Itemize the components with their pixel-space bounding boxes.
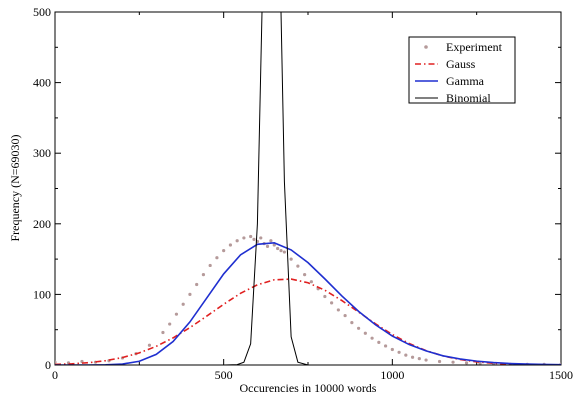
data-point <box>201 273 206 277</box>
legend-label: Gauss <box>446 57 476 71</box>
y-axis-title: Frequency (N=69030) <box>8 134 22 241</box>
data-point <box>228 243 233 247</box>
y-tick-label: 100 <box>33 287 51 301</box>
data-point <box>161 330 165 335</box>
series-line <box>55 242 561 365</box>
x-tick-label: 1000 <box>380 368 404 382</box>
data-point <box>350 321 354 325</box>
data-point <box>289 257 293 261</box>
data-point <box>330 301 334 305</box>
data-point <box>357 326 361 330</box>
y-tick-label: 0 <box>45 358 51 372</box>
data-point <box>424 358 428 362</box>
y-tick-label: 400 <box>33 76 51 90</box>
data-point <box>174 312 179 316</box>
legend-items: Experiment Gauss Gamma Binomial <box>415 40 503 105</box>
data-point <box>279 249 283 253</box>
data-point <box>265 244 270 248</box>
data-point <box>336 308 340 312</box>
x-tick-label: 500 <box>215 368 233 382</box>
data-point <box>303 273 307 277</box>
data-point <box>451 360 455 364</box>
series-layer <box>55 12 561 365</box>
data-point <box>276 246 280 251</box>
data-point <box>309 280 313 284</box>
data-point <box>296 264 300 268</box>
data-point <box>343 313 347 318</box>
y-tick-label: 500 <box>33 5 51 19</box>
data-point <box>215 256 219 260</box>
data-point <box>410 355 415 359</box>
data-point <box>147 343 152 347</box>
legend: Experiment Gauss Gamma Binomial <box>408 36 516 105</box>
data-point <box>464 361 469 365</box>
data-point <box>370 336 374 340</box>
data-point <box>377 340 381 345</box>
legend-item: Experiment <box>424 40 503 54</box>
data-point <box>383 344 388 348</box>
legend-label: Gamma <box>446 74 485 88</box>
data-point <box>249 234 253 239</box>
data-point <box>242 236 246 240</box>
y-tick-label: 200 <box>33 217 51 231</box>
data-point <box>222 249 226 253</box>
legend-label: Experiment <box>446 40 503 54</box>
data-point <box>363 331 367 335</box>
data-point <box>181 302 185 306</box>
data-point <box>208 263 212 268</box>
data-point <box>235 239 239 243</box>
y-tick-label: 300 <box>33 146 51 160</box>
data-point <box>188 292 192 296</box>
series-gamma <box>55 242 561 365</box>
data-point <box>404 353 408 357</box>
x-tick-label: 1500 <box>549 368 573 382</box>
data-point <box>259 236 263 240</box>
data-point <box>282 250 286 254</box>
data-point <box>55 360 57 364</box>
legend-item: Gamma <box>415 74 485 88</box>
legend-marker <box>424 45 428 49</box>
data-point <box>252 237 256 241</box>
x-axis-title: Occurencies in 10000 words <box>240 381 377 395</box>
x-tick-label: 0 <box>52 368 58 382</box>
series-line <box>55 12 561 365</box>
data-point <box>168 322 172 326</box>
data-point <box>323 294 327 299</box>
data-point <box>478 361 482 365</box>
series-experiment <box>55 234 561 365</box>
data-point <box>272 243 276 247</box>
data-point <box>269 239 273 243</box>
data-point <box>417 357 421 361</box>
data-point <box>437 359 442 364</box>
legend-item: Gauss <box>415 57 476 71</box>
y-axis-ticks: 0 100 200 300 400 500 <box>33 5 561 372</box>
series-binomial <box>55 12 561 365</box>
data-point <box>390 347 394 352</box>
x-axis-ticks: 0 500 1000 1500 <box>52 12 573 382</box>
data-point <box>397 350 401 354</box>
legend-label: Binomial <box>446 91 491 105</box>
legend-item: Binomial <box>415 91 491 105</box>
data-point <box>195 282 199 287</box>
